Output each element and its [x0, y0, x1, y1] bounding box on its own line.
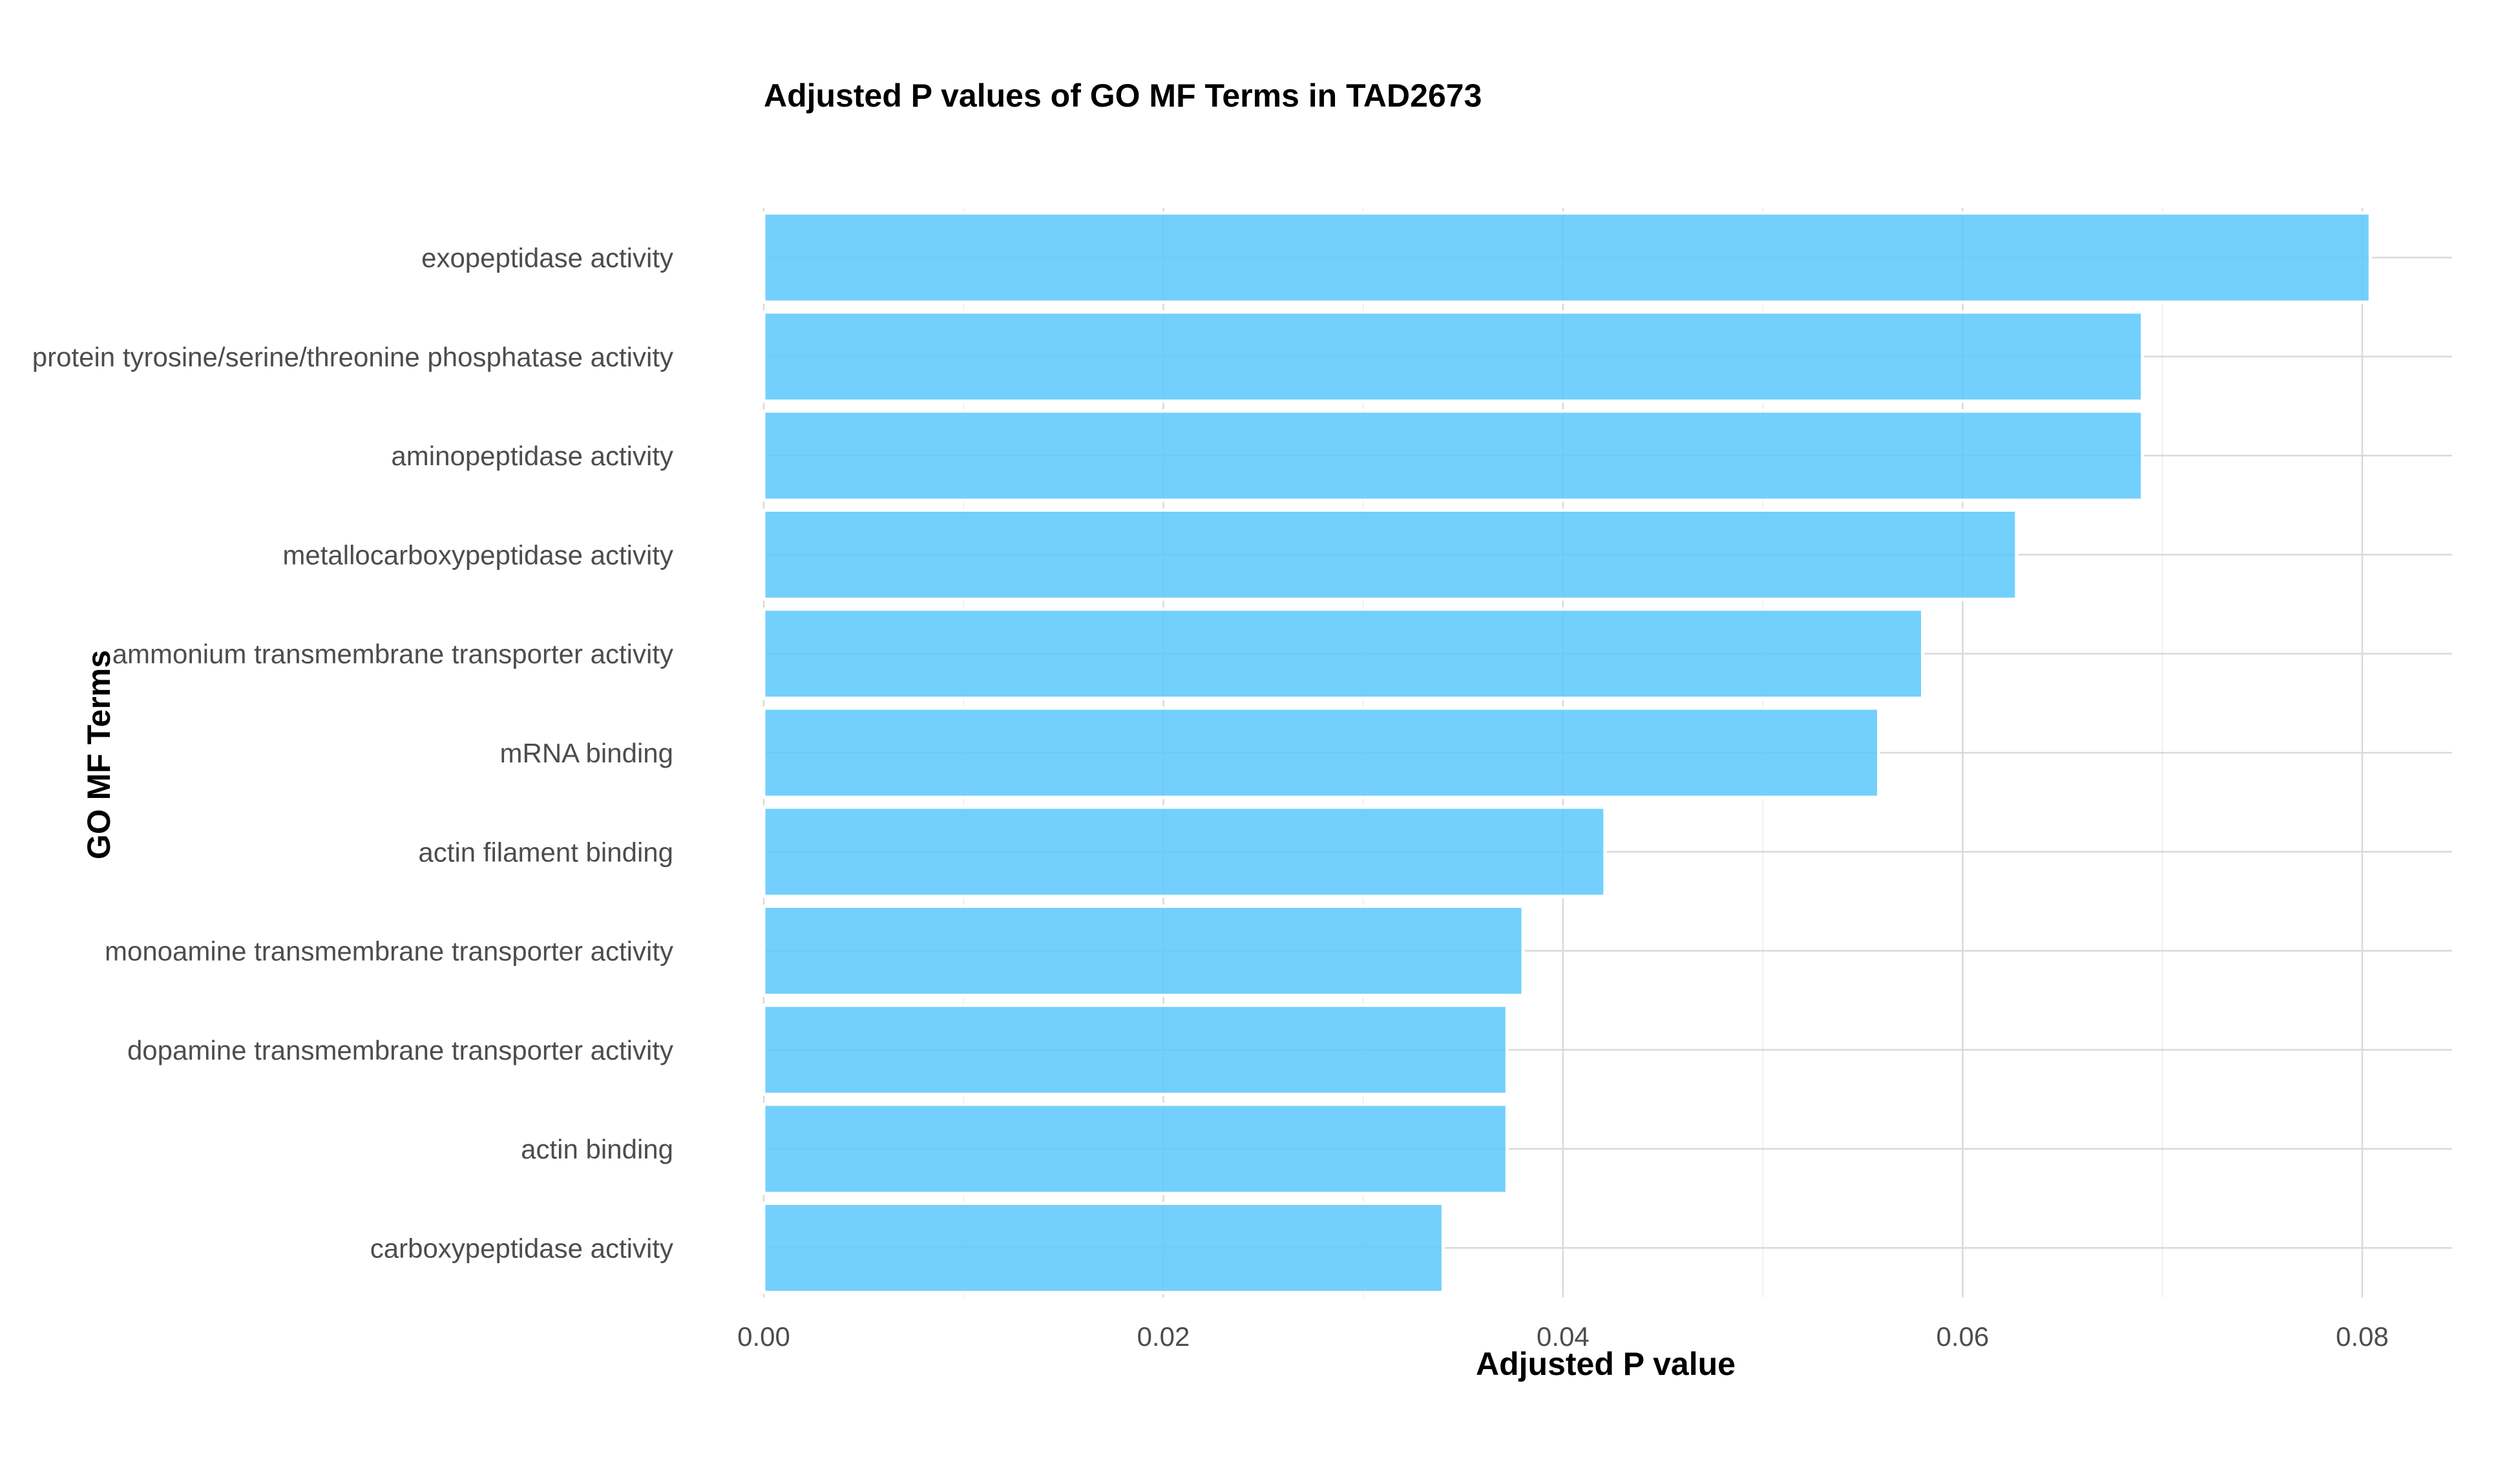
- y-tick-label: mRNA binding: [500, 738, 673, 768]
- y-tick-label: carboxypeptidase activity: [370, 1233, 673, 1263]
- bar: [762, 1102, 1509, 1195]
- x-tick-label: 0.06: [1937, 1321, 1990, 1352]
- bar: [762, 508, 2019, 601]
- x-axis-title: Adjusted P value: [1476, 1346, 1736, 1382]
- y-tick-label: exopeptidase activity: [421, 243, 673, 273]
- y-axis-title: GO MF Terms: [81, 650, 117, 859]
- bar: [762, 310, 2145, 403]
- x-tick-labels: 0.00 0.02 0.04 0.06 0.08: [737, 1321, 2389, 1352]
- y-tick-label: actin binding: [521, 1134, 673, 1164]
- x-tick-label: 0.04: [1537, 1321, 1590, 1352]
- y-tick-labels: exopeptidase activity protein tyrosine/se…: [32, 243, 673, 1264]
- y-tick-label: protein tyrosine/serine/threonine phosph…: [32, 342, 673, 372]
- x-tick-label: 0.02: [1137, 1321, 1190, 1352]
- x-tick-label: 0.08: [2336, 1321, 2389, 1352]
- y-tick-label: dopamine transmembrane transporter activ…: [127, 1035, 673, 1065]
- chart-title: Adjusted P values of GO MF Terms in TAD2…: [764, 78, 1482, 114]
- bar: [762, 706, 1881, 799]
- y-tick-label: actin filament binding: [418, 837, 673, 867]
- bar-layer: [762, 211, 2372, 1294]
- bar: [762, 409, 2145, 502]
- y-tick-label: ammonium transmembrane transporter activ…: [112, 639, 673, 669]
- bar: [762, 607, 1925, 700]
- bar: [762, 211, 2372, 304]
- bar: [762, 805, 1607, 898]
- y-tick-label: metallocarboxypeptidase activity: [282, 540, 673, 570]
- y-tick-label: monoamine transmembrane transporter acti…: [105, 936, 673, 967]
- y-tick-label: aminopeptidase activity: [391, 441, 673, 471]
- bar: [762, 1003, 1509, 1096]
- bar: [762, 905, 1525, 998]
- bar: [762, 1201, 1445, 1294]
- x-tick-label: 0.00: [737, 1321, 790, 1352]
